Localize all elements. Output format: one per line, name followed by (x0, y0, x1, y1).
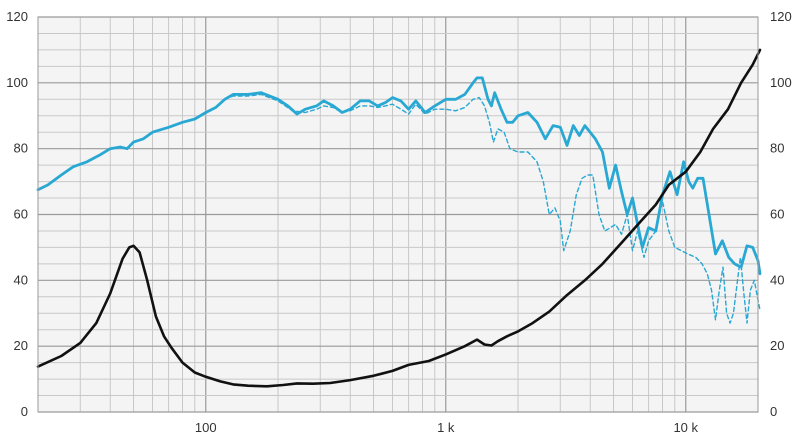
y-tick-label-right: 40 (770, 272, 784, 287)
y-tick-label-right: 60 (770, 207, 784, 222)
y-tick-label-right: 20 (770, 338, 784, 353)
y-tick-label-left: 40 (14, 272, 28, 287)
impedance-line (36, 48, 762, 388)
x-tick-label: 10 k (673, 420, 698, 435)
y-tick-label-right: 0 (770, 404, 777, 419)
y-tick-label-left: 100 (6, 75, 28, 90)
y-tick-label-left: 60 (14, 207, 28, 222)
y-tick-label-left: 0 (21, 404, 28, 419)
y-tick-label-left: 80 (14, 141, 28, 156)
on-axis-response-line (36, 76, 762, 276)
x-tick-label: 100 (195, 420, 217, 435)
y-tick-label-left: 120 (6, 9, 28, 24)
y-tick-label-right: 120 (770, 9, 792, 24)
y-tick-label-left: 20 (14, 338, 28, 353)
off-axis-response-line (224, 93, 761, 324)
x-tick-label: 1 k (437, 420, 455, 435)
series-layer (36, 48, 762, 388)
y-tick-label-right: 80 (770, 141, 784, 156)
y-tick-label-right: 100 (770, 75, 792, 90)
axis-layer: 0 0 20 20 40 40 60 60 80 80 100 100 120 120 100 1 k 10 k (6, 9, 791, 435)
plot-border (37, 16, 759, 413)
